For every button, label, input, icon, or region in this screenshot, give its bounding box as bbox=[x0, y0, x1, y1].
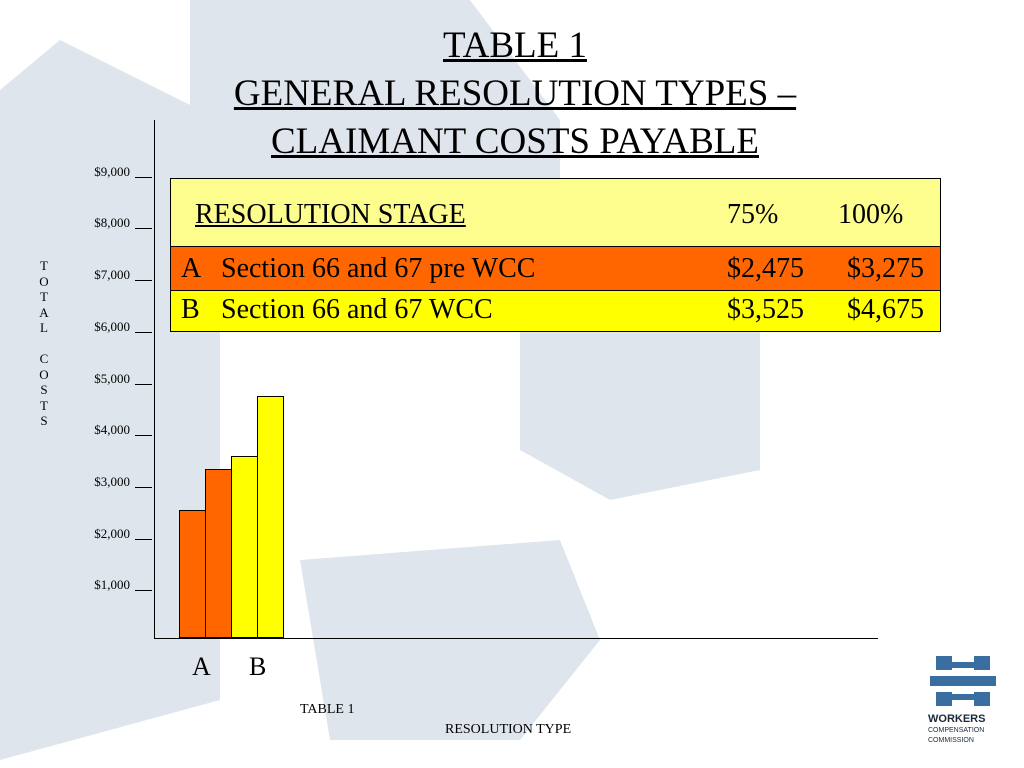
y-axis-label-char: S bbox=[40, 382, 48, 397]
y-axis-label-char: A bbox=[39, 304, 49, 320]
bar-b-75 bbox=[231, 455, 258, 638]
chart-caption: TABLE 1 bbox=[300, 702, 355, 717]
costs-table: RESOLUTION STAGE 75% 100% A Section 66 a… bbox=[170, 178, 941, 332]
y-axis-label-char: L bbox=[40, 320, 48, 335]
category-label-a: A bbox=[192, 652, 211, 681]
header-75-percent: 75% bbox=[727, 199, 779, 230]
row-a-100: $3,275 bbox=[847, 253, 924, 284]
row-b-description: Section 66 and 67 WCC bbox=[221, 294, 493, 325]
x-axis-label: RESOLUTION TYPE bbox=[445, 722, 572, 737]
table-header-row: RESOLUTION STAGE 75% 100% bbox=[171, 179, 940, 247]
y-tick-label: $8,000 bbox=[94, 215, 130, 231]
row-a-description: Section 66 and 67 pre WCC bbox=[221, 253, 536, 284]
row-a-75: $2,475 bbox=[727, 253, 804, 284]
y-tick-label: $7,000 bbox=[94, 267, 130, 283]
workers-compensation-logo bbox=[930, 656, 996, 706]
header-100-percent: 100% bbox=[838, 199, 904, 230]
y-axis-label-char bbox=[36, 336, 52, 352]
slide-title: TABLE 1 GENERAL RESOLUTION TYPES – CLAIM… bbox=[0, 22, 1024, 166]
y-tick-mark bbox=[135, 486, 152, 488]
logo-text-commission: COMMISSION bbox=[928, 737, 974, 744]
title-line-1: TABLE 1 bbox=[443, 25, 587, 66]
header-resolution-stage: RESOLUTION STAGE bbox=[195, 199, 466, 230]
row-a-letter: A bbox=[181, 253, 202, 284]
category-label-b: B bbox=[249, 652, 267, 681]
y-tick-mark bbox=[135, 228, 152, 230]
title-line-2: GENERAL RESOLUTION TYPES – bbox=[233, 73, 797, 114]
table-row: B Section 66 and 67 WCC $3,525 $4,675 bbox=[171, 291, 940, 331]
y-tick-label: $9,000 bbox=[94, 163, 130, 179]
y-axis-label-char: O bbox=[39, 273, 49, 289]
bar-a-75 bbox=[179, 510, 206, 638]
y-axis-label-char: T bbox=[40, 289, 48, 304]
y-tick-mark bbox=[135, 383, 152, 385]
row-b-100: $4,675 bbox=[847, 294, 924, 325]
row-b-letter: B bbox=[181, 294, 200, 325]
logo-text-workers: WORKERS bbox=[928, 713, 986, 725]
y-axis-label-char: S bbox=[40, 413, 48, 428]
bar-b-100 bbox=[257, 396, 284, 638]
y-tick-mark bbox=[135, 590, 152, 592]
x-axis-line bbox=[154, 638, 878, 639]
y-axis-label-char: O bbox=[39, 366, 49, 382]
y-axis-label-char: T bbox=[40, 258, 48, 273]
y-tick-label: $5,000 bbox=[94, 370, 130, 386]
y-axis-label-char: C bbox=[39, 351, 49, 366]
y-axis-line bbox=[154, 120, 155, 638]
y-tick-label: $3,000 bbox=[94, 473, 130, 489]
y-tick-label: $4,000 bbox=[94, 422, 130, 438]
y-tick-label: $2,000 bbox=[94, 525, 130, 541]
y-axis-label-char: T bbox=[40, 397, 48, 413]
y-tick-label: $1,000 bbox=[94, 577, 130, 593]
y-tick-label: $6,000 bbox=[94, 318, 130, 334]
logo-text-compensation: COMPENSATION bbox=[928, 727, 985, 734]
table-row: A Section 66 and 67 pre WCC $2,475 $3,27… bbox=[171, 247, 940, 291]
y-tick-mark bbox=[135, 538, 152, 540]
title-line-3: CLAIMANT COSTS PAYABLE bbox=[271, 121, 759, 162]
y-tick-mark bbox=[135, 331, 152, 333]
y-tick-mark bbox=[135, 435, 152, 437]
y-tick-mark bbox=[135, 280, 152, 282]
y-tick-mark bbox=[135, 176, 152, 178]
row-b-75: $3,525 bbox=[727, 294, 804, 325]
bar-a-100 bbox=[205, 468, 232, 638]
